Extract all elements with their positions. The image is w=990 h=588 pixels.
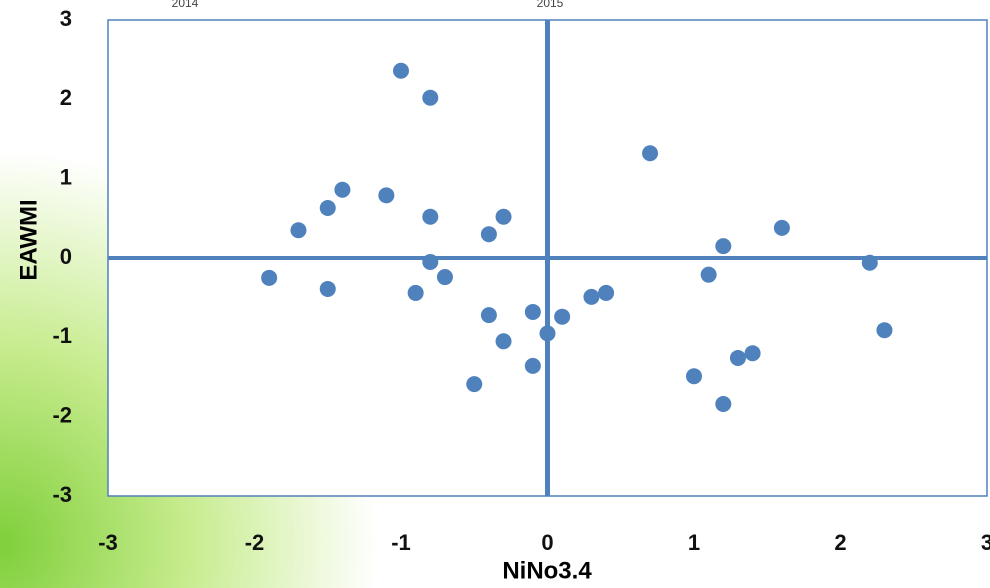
point (598, 284, 615, 301)
point (393, 62, 409, 79)
point (715, 238, 732, 255)
x-tick-label: 1 (688, 530, 700, 555)
point (686, 368, 702, 385)
point (422, 253, 439, 270)
y-tick-label: -3 (52, 482, 72, 507)
point (729, 349, 746, 366)
point (554, 308, 571, 325)
point (876, 322, 893, 339)
point (334, 181, 351, 198)
y-tick-label: -2 (52, 402, 72, 427)
point (700, 266, 717, 283)
point (436, 269, 453, 286)
x-axis-label: NiNo3.4 (502, 557, 592, 584)
point (422, 89, 439, 106)
point (861, 254, 878, 271)
x-tick-label: -1 (391, 530, 411, 555)
x-tick-label: -2 (245, 530, 265, 555)
point (422, 208, 439, 225)
point (539, 325, 556, 342)
x-tick-label: 3 (981, 530, 990, 555)
point (290, 222, 307, 239)
point (319, 280, 336, 297)
y-tick-label: 1 (60, 164, 72, 189)
point (495, 208, 512, 225)
point (495, 333, 512, 350)
point (773, 219, 790, 236)
point (744, 345, 761, 362)
y-tick-label: 2 (60, 85, 72, 110)
point (480, 307, 497, 324)
point (407, 284, 424, 301)
annotation: 2014 (172, 0, 199, 10)
x-tick-label: -3 (98, 530, 118, 555)
point (524, 303, 541, 320)
point (480, 226, 497, 243)
point (378, 187, 395, 204)
point (319, 200, 336, 217)
annotation: 2015 (537, 0, 564, 10)
point (261, 269, 278, 286)
point (715, 395, 732, 412)
point (583, 288, 600, 305)
y-axis-label: EAWMI (15, 199, 42, 280)
point (466, 376, 483, 393)
x-tick-label: 2 (834, 530, 846, 555)
y-tick-label: 0 (60, 244, 72, 269)
y-tick-label: 3 (60, 6, 72, 31)
x-tick-label: 0 (541, 530, 553, 555)
point (524, 357, 541, 374)
y-tick-label: -1 (52, 323, 72, 348)
point (642, 145, 659, 162)
